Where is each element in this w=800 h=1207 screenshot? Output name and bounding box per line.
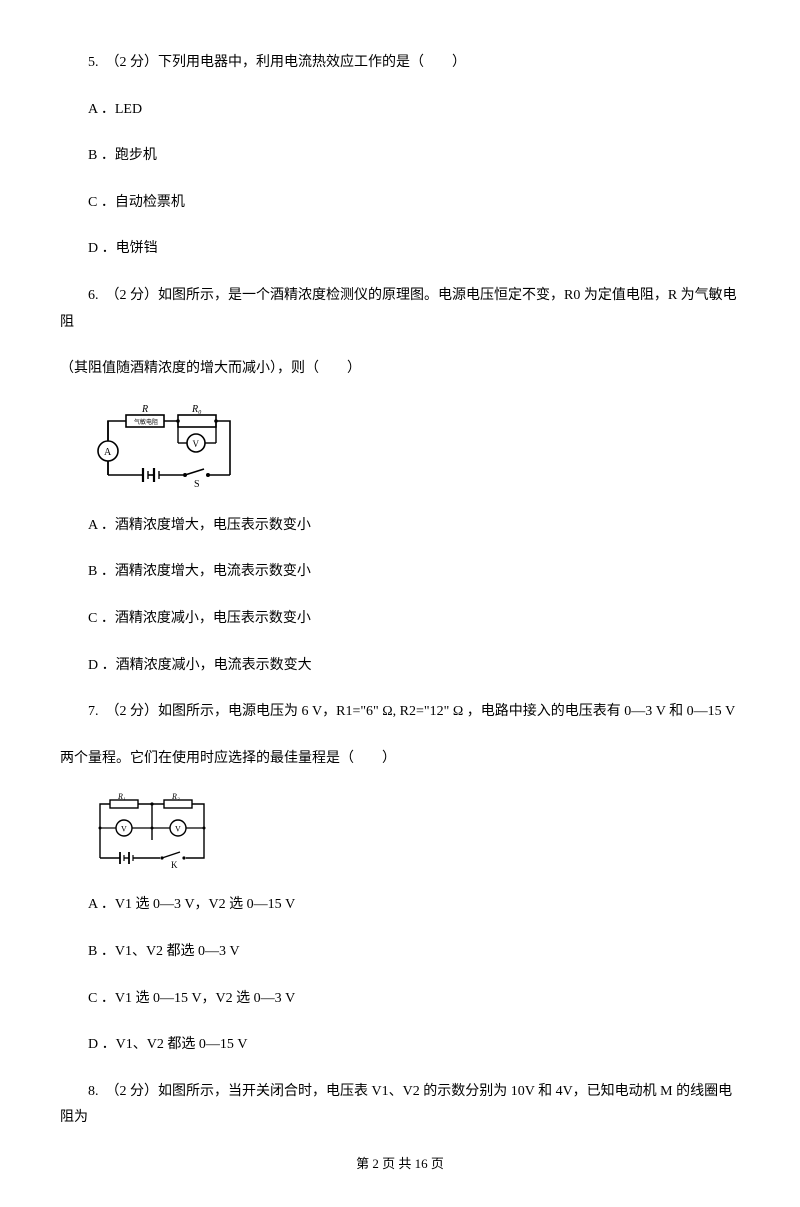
q6-circuit-diagram: S A 气敏电阻 R R₀ V: [88, 403, 740, 493]
q7-option-a: A ．V1 选 0—3 V，V2 选 0—15 V: [60, 892, 740, 919]
q5-stem: 5. （2 分）下列用电器中，利用电流热效应工作的是（ ）: [60, 50, 740, 77]
svg-text:R₀: R₀: [191, 404, 202, 415]
page-footer: 第 2 页 共 16 页: [60, 1152, 740, 1177]
svg-text:V: V: [175, 825, 181, 834]
svg-text:K: K: [171, 860, 178, 870]
svg-text:气敏电阻: 气敏电阻: [134, 418, 158, 426]
q5-option-d: D ．电饼铛: [60, 236, 740, 263]
q5-option-a: A ．LED: [60, 97, 740, 124]
q7-option-b: B ．V1、V2 都选 0—3 V: [60, 939, 740, 966]
svg-text:V: V: [121, 825, 127, 834]
q5-option-b: B ．跑步机: [60, 143, 740, 170]
q6-stem-line2: （其阻值随酒精浓度的增大而减小），则（ ）: [60, 356, 740, 383]
q6-option-c: C ．酒精浓度减小，电压表示数变小: [60, 606, 740, 633]
svg-text:V: V: [193, 439, 200, 449]
q7-option-c: C ．V1 选 0—15 V，V2 选 0—3 V: [60, 986, 740, 1013]
q8-stem: 8. （2 分）如图所示，当开关闭合时，电压表 V1、V2 的示数分别为 10V…: [60, 1079, 740, 1132]
svg-text:R₂: R₂: [171, 792, 180, 801]
q7-stem-line1: 7. （2 分）如图所示，电源电压为 6 V，R1="6" Ω, R2="12"…: [60, 699, 740, 726]
q6-option-d: D ．酒精浓度减小，电流表示数变大: [60, 653, 740, 680]
q6-option-b: B ．酒精浓度增大，电流表示数变小: [60, 559, 740, 586]
q6-stem-line1: 6. （2 分）如图所示，是一个酒精浓度检测仪的原理图。电源电压恒定不变，R0 …: [60, 283, 740, 336]
q7-circuit-diagram: K R₁ R₂ V V: [88, 792, 740, 872]
q6-option-a: A ．酒精浓度增大，电压表示数变小: [60, 513, 740, 540]
svg-text:S: S: [194, 479, 200, 490]
q7-option-d: D ．V1、V2 都选 0—15 V: [60, 1032, 740, 1059]
svg-text:R: R: [141, 404, 148, 415]
svg-text:A: A: [104, 447, 112, 458]
exam-page: 5. （2 分）下列用电器中，利用电流热效应工作的是（ ） A ．LED B ．…: [0, 0, 800, 1207]
svg-text:R₁: R₁: [117, 792, 126, 801]
q7-stem-line2: 两个量程。它们在使用时应选择的最佳量程是（ ）: [60, 746, 740, 773]
q5-option-c: C ．自动检票机: [60, 190, 740, 217]
